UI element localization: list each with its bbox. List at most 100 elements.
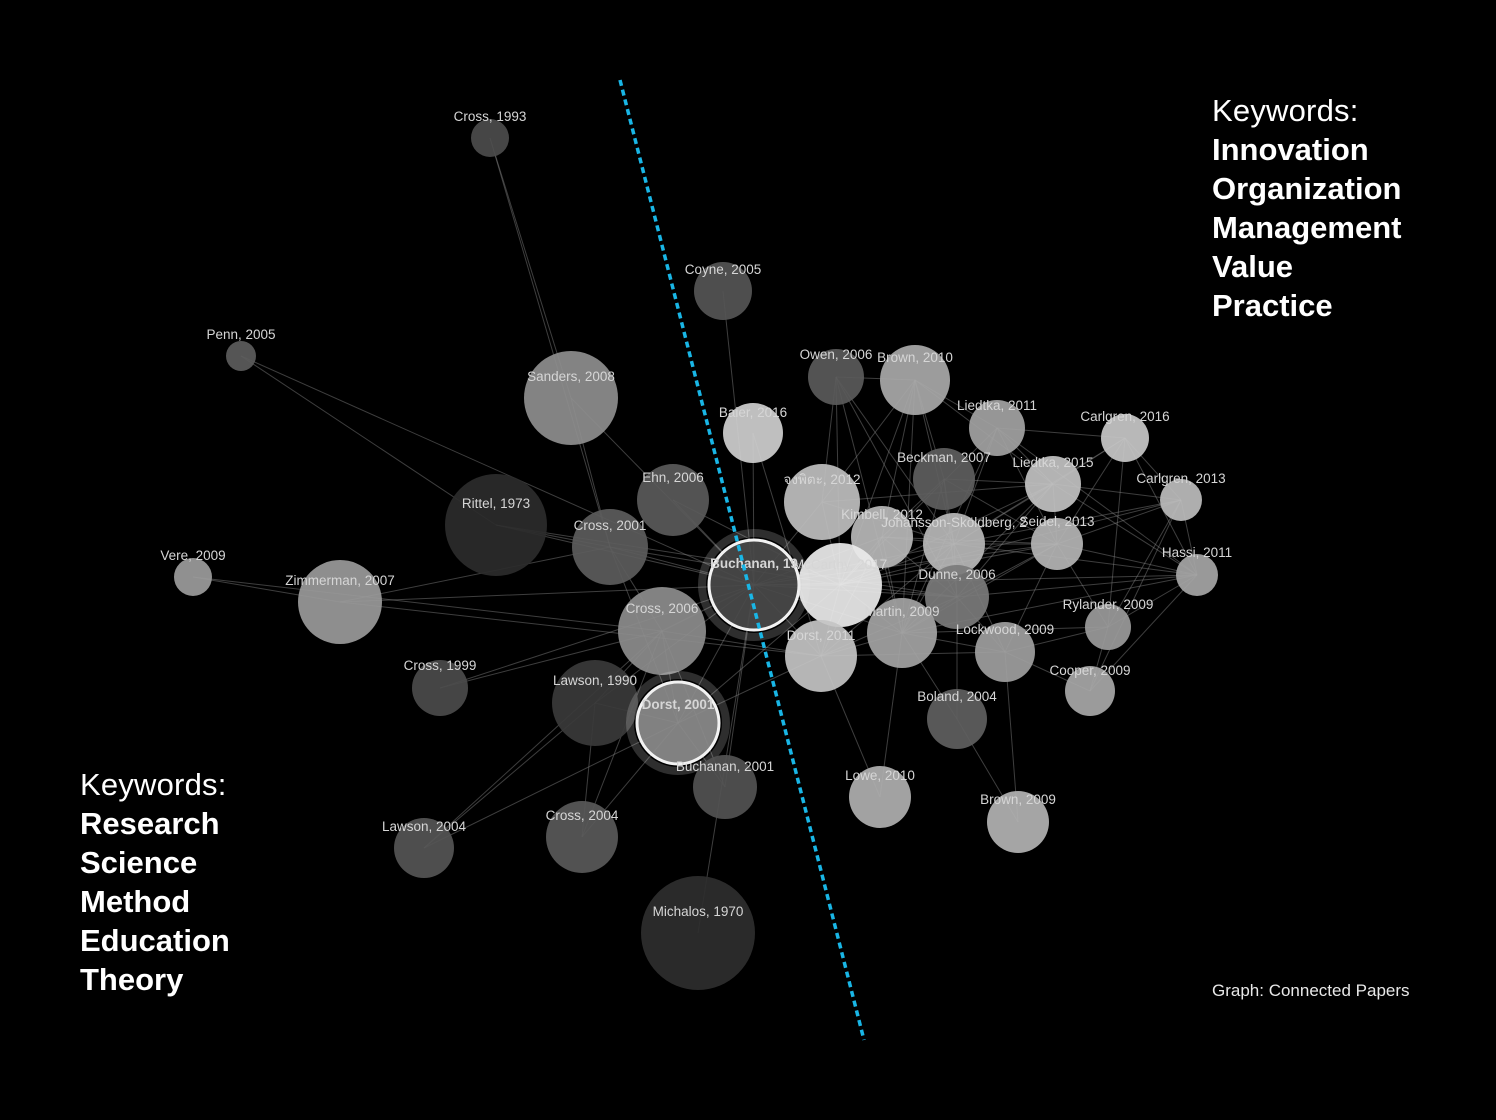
keyword-theory: Theory [80, 962, 184, 997]
node-circle[interactable] [923, 513, 985, 575]
node-circle[interactable] [641, 876, 755, 990]
node-cross2006[interactable]: Cross, 2006 [618, 587, 706, 675]
node-beckman2007[interactable]: Beckman, 2007 [897, 448, 991, 510]
node-vere2009[interactable]: Vere, 2009 [160, 548, 226, 596]
node-circle[interactable] [552, 660, 638, 746]
node-circle[interactable] [1085, 604, 1131, 650]
node-circle[interactable] [969, 400, 1025, 456]
node-zimmerman2007[interactable]: Zimmerman, 2007 [285, 560, 395, 644]
node-cross1999[interactable]: Cross, 1999 [404, 658, 477, 716]
node-circle[interactable] [1101, 414, 1149, 462]
node-label: Penn, 2005 [206, 327, 275, 342]
node-circle[interactable] [226, 341, 256, 371]
node-circle[interactable] [546, 801, 618, 873]
node-dorst2011[interactable]: Dorst, 2011 [785, 620, 857, 692]
node-dorst2001[interactable]: Dorst, 2001 [626, 671, 730, 775]
node-carlgren2013[interactable]: Carlgren, 2013 [1136, 471, 1226, 521]
keyword-education: Education [80, 923, 230, 958]
graph-edge [835, 376, 903, 634]
node-coyne2005[interactable]: Coyne, 2005 [685, 262, 762, 320]
node-michalos1970[interactable]: Michalos, 1970 [641, 876, 755, 990]
node-circle[interactable] [925, 565, 989, 629]
graph-edge [1089, 499, 1182, 692]
node-circle[interactable] [524, 351, 618, 445]
node-circle[interactable] [618, 587, 706, 675]
node-circle[interactable] [412, 660, 468, 716]
node-circle[interactable] [785, 620, 857, 692]
node-rittel1973[interactable]: Rittel, 1973 [445, 474, 547, 576]
node-cooper2009[interactable]: Cooper, 2009 [1049, 663, 1131, 716]
node-circle[interactable] [913, 448, 975, 510]
graph-edge [339, 601, 822, 657]
keyword-practice: Practice [1212, 288, 1333, 323]
node-penn2005[interactable]: Penn, 2005 [206, 327, 276, 371]
node-circle[interactable] [637, 464, 709, 536]
node-circle[interactable] [635, 680, 721, 766]
node-circle[interactable] [798, 543, 882, 627]
keywords-right-list: Innovation Organization Management Value… [1212, 130, 1401, 325]
node-label: Dorst, 2001 [642, 697, 715, 712]
node-owen2006[interactable]: Owen, 2006 [800, 347, 873, 405]
graph-edge [1052, 483, 1198, 576]
node-circle[interactable] [174, 558, 212, 596]
node-buchanan2001[interactable]: Buchanan, 2001 [676, 755, 774, 819]
node-lockwood2009[interactable]: Lockwood, 2009 [956, 622, 1054, 682]
node-seidel2013[interactable]: Seidel, 2013 [1019, 514, 1095, 570]
node-cross2001[interactable]: Cross, 2001 [572, 509, 648, 585]
node-sanders2008[interactable]: Sanders, 2008 [524, 351, 618, 445]
node-dunne2006[interactable]: Dunne, 2006 [918, 565, 996, 629]
node-circle[interactable] [298, 560, 382, 644]
keyword-innovation: Innovation [1212, 132, 1369, 167]
node-label: Lowe, 2010 [845, 768, 915, 783]
node-circle[interactable] [1176, 554, 1218, 596]
node-martin2009[interactable]: Martin, 2009 [864, 598, 940, 668]
node-circle[interactable] [1031, 518, 1083, 570]
node-circle[interactable] [880, 345, 950, 415]
node-brown2009[interactable]: Brown, 2009 [980, 791, 1056, 853]
node-circle[interactable] [1025, 456, 1081, 512]
node-circle[interactable] [849, 766, 911, 828]
node-mccarthy2017[interactable]: McCarthy, 2017 [793, 543, 887, 627]
node-circle[interactable] [394, 818, 454, 878]
node-circle[interactable] [694, 262, 752, 320]
node-circle[interactable] [1160, 479, 1202, 521]
node-circle[interactable] [572, 509, 648, 585]
node-circle[interactable] [723, 403, 783, 463]
graph-edge [1124, 437, 1198, 576]
node-liedtka2015[interactable]: Liedtka, 2015 [1012, 455, 1094, 512]
node-circle[interactable] [693, 755, 757, 819]
node-lowe2010[interactable]: Lowe, 2010 [845, 766, 915, 828]
node-johansson[interactable]: Johansson-Sköldberg, 2 [881, 513, 1027, 575]
node-baier2016[interactable]: Baier, 2016 [719, 403, 787, 463]
node-label: Dunne, 2006 [918, 567, 995, 582]
node-lawson1990[interactable]: Lawson, 1990 [552, 660, 638, 746]
node-label: Brown, 2009 [980, 792, 1056, 807]
node-circle[interactable] [707, 538, 801, 632]
node-hassi2011[interactable]: Hassi, 2011 [1162, 545, 1232, 596]
node-circle[interactable] [784, 464, 860, 540]
node-label: Lawson, 1990 [553, 673, 637, 688]
node-lawson2004[interactable]: Lawson, 2004 [382, 818, 467, 878]
node-carlgren2016[interactable]: Carlgren, 2016 [1080, 409, 1170, 462]
node-brown2010[interactable]: Brown, 2010 [877, 345, 953, 415]
node-cross1993[interactable]: Cross, 1993 [454, 109, 527, 157]
node-circle[interactable] [927, 689, 987, 749]
node-rylander2009[interactable]: Rylander, 2009 [1063, 597, 1154, 650]
graph-credit: Graph: Connected Papers [1212, 981, 1410, 1000]
node-liedtka2011[interactable]: Liedtka, 2011 [957, 398, 1037, 456]
graph-edge [996, 427, 1198, 576]
node-circle[interactable] [987, 791, 1049, 853]
node-thai2012[interactable]: จงพิตะ, 2012 [784, 464, 861, 540]
node-circle[interactable] [1065, 666, 1115, 716]
node-circle[interactable] [445, 474, 547, 576]
node-circle[interactable] [867, 598, 937, 668]
node-circle[interactable] [975, 622, 1035, 682]
node-boland2004[interactable]: Boland, 2004 [917, 689, 997, 749]
keyword-organization: Organization [1212, 171, 1402, 206]
node-circle[interactable] [808, 349, 864, 405]
node-cross2004[interactable]: Cross, 2004 [546, 801, 619, 873]
node-buchanan1992[interactable]: Buchanan, 19 [698, 529, 810, 641]
node-ehn2006[interactable]: Ehn, 2006 [637, 464, 709, 536]
node-circle[interactable] [471, 119, 509, 157]
node-label: McCarthy, 2017 [793, 557, 887, 572]
